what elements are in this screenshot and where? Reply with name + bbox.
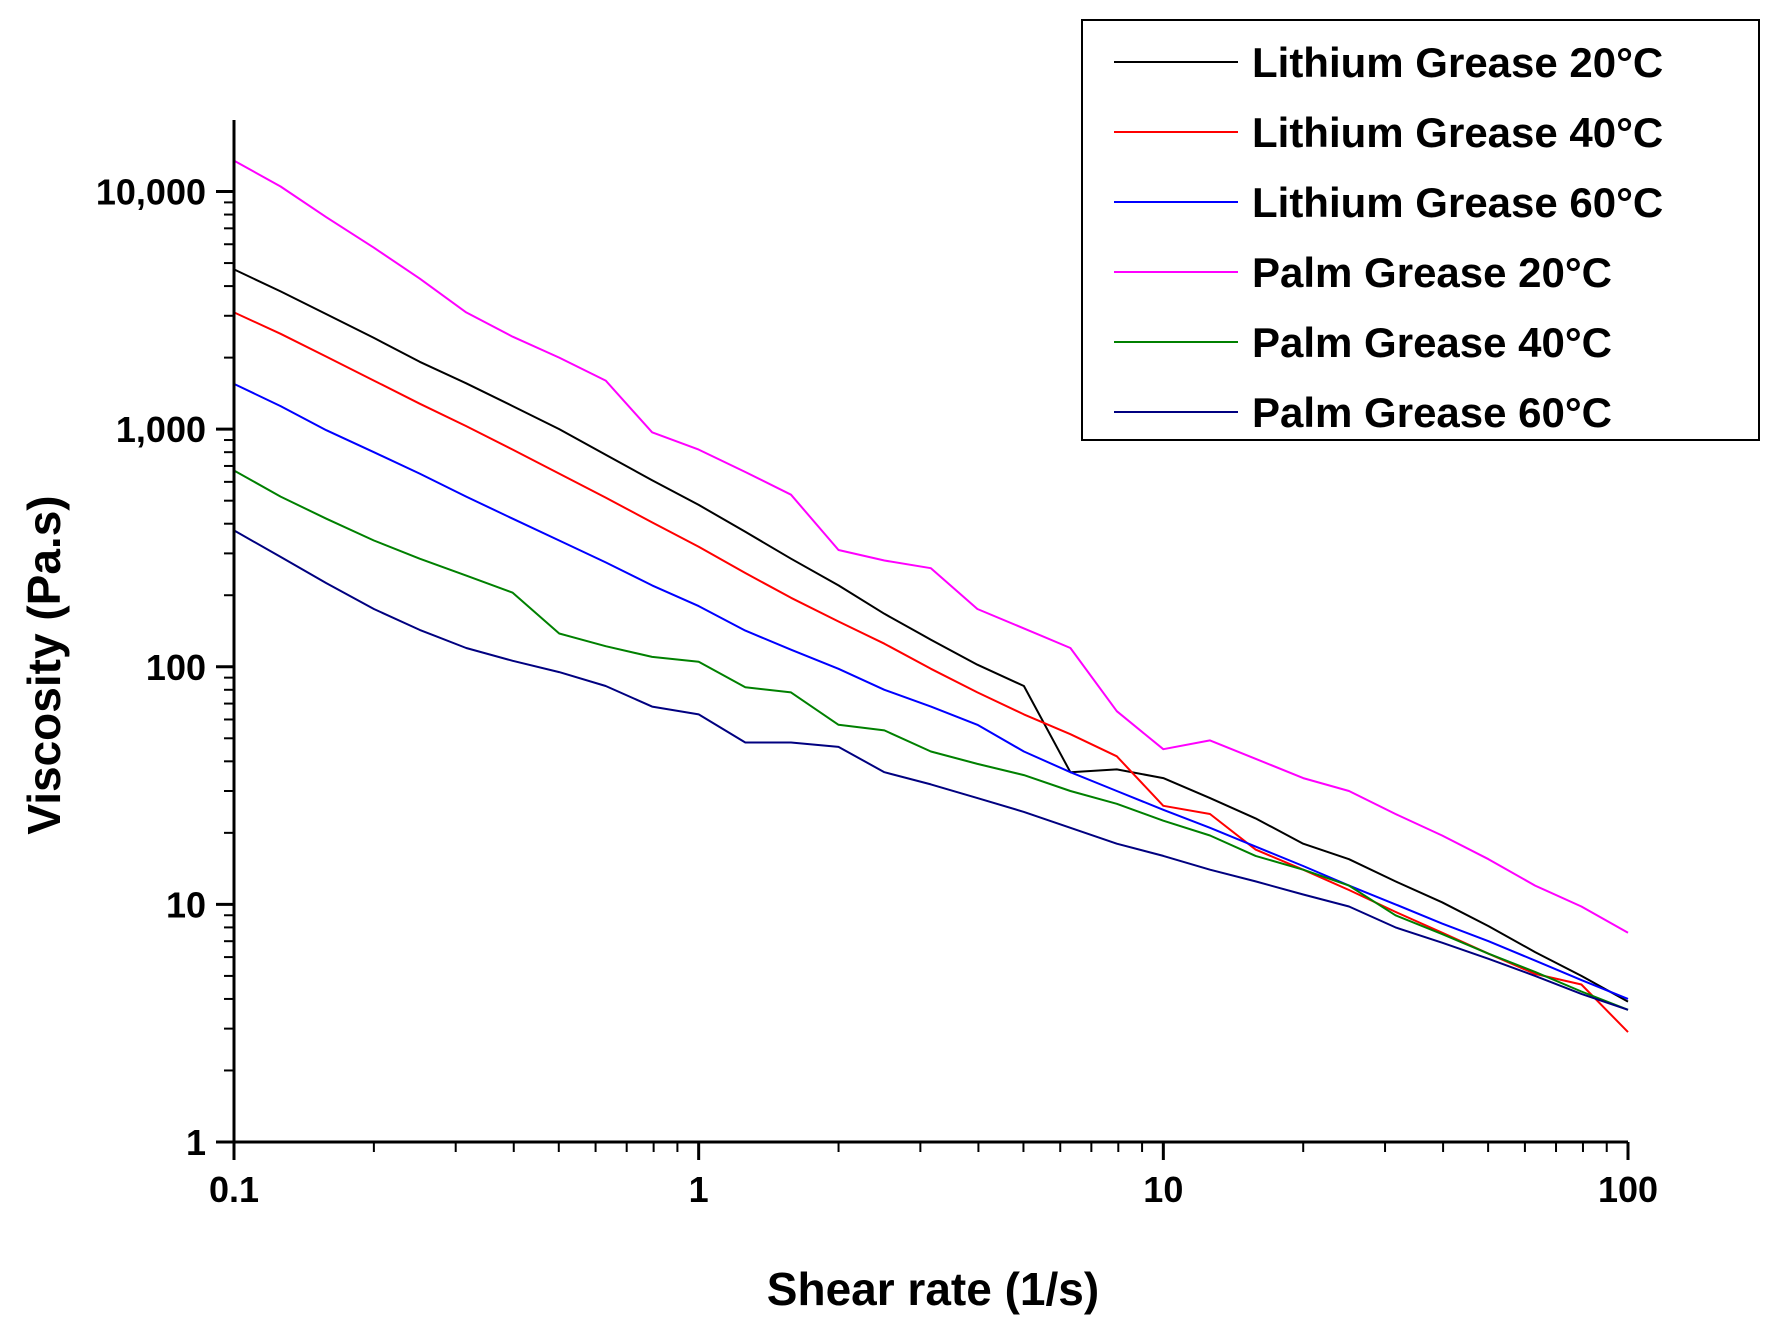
x-axis-label: Shear rate (1/s) [767, 1263, 1099, 1315]
x-axis-ticks: 0.1 1 10 100 [209, 1142, 1658, 1210]
series-line-6 [233, 529, 1629, 1011]
legend-label-5: Palm Grease 40°C [1252, 319, 1612, 366]
y-tick-label: 10 [166, 884, 206, 925]
legend-label-6: Palm Grease 60°C [1252, 389, 1612, 436]
series-line-4 [233, 159, 1629, 934]
axes [232, 120, 1628, 1144]
legend-box [1081, 19, 1760, 441]
series-line-3 [233, 382, 1629, 1000]
legend-label-1: Lithium Grease 20°C [1252, 39, 1663, 86]
series-line-1 [233, 268, 1629, 1003]
x-tick-label: 0.1 [209, 1169, 259, 1210]
legend-label-3: Lithium Grease 60°C [1252, 179, 1663, 226]
series-group [233, 159, 1629, 1033]
x-tick-label: 1 [689, 1169, 709, 1210]
series-line-2 [233, 311, 1629, 1033]
y-tick-label: 1,000 [116, 409, 206, 450]
x-tick-label: 10 [1143, 1169, 1183, 1210]
legend: Lithium Grease 20°C Lithium Grease 40°C Li… [1081, 19, 1760, 441]
y-axis-label: Viscosity (Pa.s) [18, 495, 70, 834]
y-tick-label: 100 [146, 647, 206, 688]
y-tick-label: 10,000 [96, 172, 206, 213]
x-tick-label: 100 [1598, 1169, 1658, 1210]
y-axis-ticks: 1 10 100 1,000 10,000 [96, 172, 234, 1163]
legend-label-4: Palm Grease 20°C [1252, 249, 1612, 296]
y-tick-label: 1 [186, 1122, 206, 1163]
legend-label-2: Lithium Grease 40°C [1252, 109, 1663, 156]
series-line-5 [233, 469, 1629, 1011]
